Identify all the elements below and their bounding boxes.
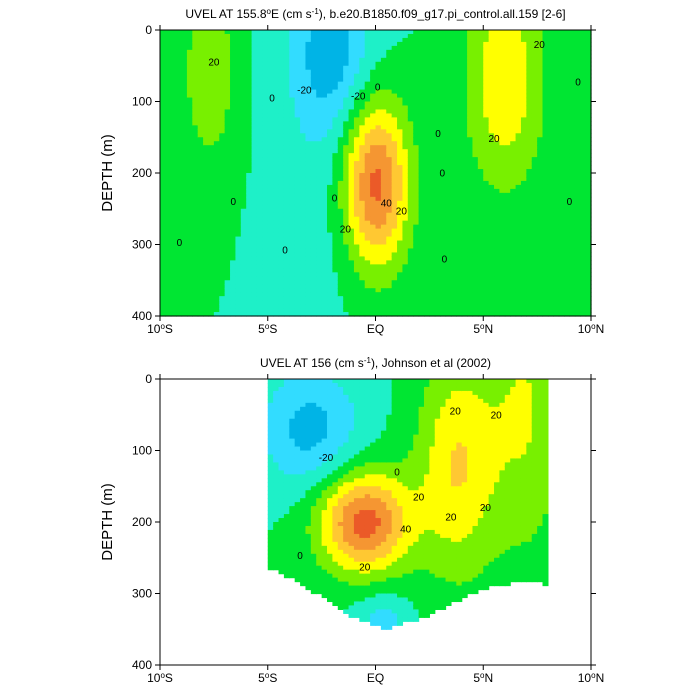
panel-2: UVEL AT 156 (cm s-1), Johnson et al (200… (99, 356, 604, 686)
contour-label: 0 (394, 467, 400, 478)
contour-label: 0 (435, 129, 441, 140)
contour-label: 20 (491, 410, 503, 421)
contour-label: 0 (177, 238, 183, 249)
x-tick-label: 10oN (578, 671, 604, 686)
contour-label: 40 (400, 525, 412, 536)
contour-label: 20 (359, 563, 371, 574)
contour-label: 0 (440, 169, 446, 180)
x-tick-label: 10oS (147, 671, 173, 686)
y-axis-label: DEPTH (m) (99, 483, 116, 561)
contour-label: 0 (575, 78, 581, 89)
x-axis: 10oS 5oS EQ 5oN 10oN (147, 25, 604, 336)
contour-label: -20 (319, 453, 334, 464)
contour-label: 0 (230, 197, 236, 208)
contour-label: 0 (567, 197, 573, 208)
contour-label: 20 (488, 134, 500, 145)
y-axis-label: DEPTH (m) (99, 134, 116, 212)
y-tick-label: 100 (132, 444, 152, 458)
x-tick-label: 5oN (473, 671, 493, 686)
contour-label: 20 (534, 40, 546, 51)
x-tick-label: 5oN (473, 322, 493, 337)
x-tick-label: EQ (367, 671, 384, 685)
contour-label: 20 (340, 224, 352, 235)
y-tick-label: 200 (132, 515, 152, 529)
y-tick-label: 300 (132, 238, 152, 252)
y-tick-label: 0 (145, 372, 152, 386)
y-tick-label: 400 (132, 658, 152, 672)
contour-label: 40 (381, 199, 393, 210)
contour-label: 20 (445, 512, 457, 523)
y-tick-label: 200 (132, 166, 152, 180)
x-tick-label: 5oS (258, 671, 277, 686)
y-tick-label: 300 (132, 587, 152, 601)
panel-1: UVEL AT 155.8oE (cm s-1), b.e20.B1850.f0… (99, 7, 604, 337)
contour-label: 0 (442, 254, 448, 265)
contour-label: 0 (269, 93, 275, 104)
x-tick-label: 10oN (578, 322, 604, 337)
contour-label: 0 (375, 83, 381, 94)
contour-label: 0 (282, 246, 288, 257)
y-tick-label: 0 (145, 23, 152, 37)
x-tick-label: EQ (367, 322, 384, 336)
x-tick-label: 10oS (147, 322, 173, 337)
contour-label: 20 (450, 407, 462, 418)
contour-label: -20 (297, 86, 312, 97)
y-tick-label: 400 (132, 309, 152, 323)
contour-label: 20 (396, 206, 408, 217)
x-axis: 10oS 5oS EQ 5oN 10oN (147, 374, 604, 685)
contour-label: 20 (208, 58, 220, 69)
contour-label: 20 (413, 492, 425, 503)
contour-label: 0 (332, 194, 338, 205)
contour-fill (160, 30, 592, 317)
panel-title: UVEL AT 156 (cm s-1), Johnson et al (200… (260, 356, 491, 371)
contour-fill (267, 379, 549, 630)
contour-label: -20 (351, 91, 366, 102)
x-tick-label: 5oS (258, 322, 277, 337)
panel-title: UVEL AT 155.8oE (cm s-1), b.e20.B1850.f0… (185, 7, 565, 22)
contour-label: 20 (480, 503, 492, 514)
y-tick-label: 100 (132, 95, 152, 109)
contour-label: 0 (297, 551, 303, 562)
